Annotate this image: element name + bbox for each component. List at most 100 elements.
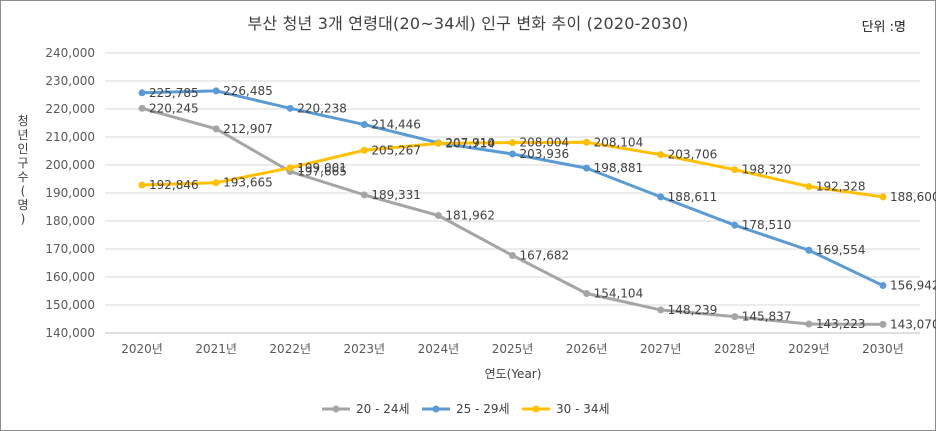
data-point — [212, 179, 220, 187]
data-label: 208,104 — [594, 135, 644, 149]
data-label: 143,070 — [890, 317, 936, 331]
x-tick-label: 2027년 — [640, 342, 682, 356]
y-tick-label: 160,000 — [45, 270, 95, 284]
data-label: 226,485 — [223, 84, 273, 98]
data-point — [434, 139, 442, 147]
data-label: 193,665 — [223, 176, 273, 190]
data-label: 207,714 — [445, 136, 495, 150]
data-point — [583, 138, 591, 146]
data-label: 203,936 — [520, 147, 570, 161]
legend-marker — [532, 405, 540, 413]
data-label: 208,004 — [520, 136, 570, 150]
data-point — [805, 182, 813, 190]
data-point — [657, 193, 665, 201]
data-label: 148,239 — [668, 303, 718, 317]
x-axis-ticks: 2020년 2021년 2022년 2023년 2024년 2025년 2026년 2027년… — [121, 342, 904, 356]
data-label: 192,328 — [816, 179, 866, 193]
x-tick-label: 2022년 — [269, 342, 311, 356]
x-tick-label: 2021년 — [195, 342, 237, 356]
data-label: 198,881 — [594, 161, 644, 175]
y-tick-label: 140,000 — [45, 326, 95, 340]
data-label: 212,907 — [223, 122, 273, 136]
data-label: 143,223 — [816, 317, 866, 331]
data-point — [509, 150, 516, 158]
data-point — [286, 104, 294, 112]
legend-marker — [432, 405, 440, 413]
x-tick-label: 2026년 — [566, 342, 608, 356]
gridlines — [105, 52, 920, 334]
data-label: 197,665 — [297, 165, 347, 179]
data-point — [805, 246, 813, 254]
y-tick-label: 150,000 — [45, 298, 95, 312]
x-tick-label: 2029년 — [788, 342, 830, 356]
x-tick-label: 2028년 — [714, 342, 756, 356]
y-tick-label: 200,000 — [45, 158, 95, 172]
data-label: 181,962 — [445, 209, 495, 223]
data-point — [360, 146, 368, 154]
x-axis-label: 연도(Year) — [485, 367, 542, 381]
legend-label: 20 - 24세 — [356, 402, 410, 416]
data-label: 188,600 — [890, 190, 936, 204]
data-label: 145,837 — [742, 310, 792, 324]
data-point — [583, 290, 591, 298]
data-label: 203,706 — [668, 148, 718, 162]
data-point — [731, 221, 739, 229]
x-tick-label: 2030년 — [862, 342, 904, 356]
data-label: 198,320 — [742, 163, 792, 177]
legend-label: 30 - 34세 — [556, 402, 610, 416]
data-point — [731, 313, 739, 321]
y-axis-ticks: 140,000 150,000 160,000 170,000 180,000 190,0… — [45, 46, 95, 340]
legend-marker — [332, 405, 340, 413]
data-point — [657, 151, 665, 159]
data-point — [879, 282, 887, 290]
data-label: 199,001 — [297, 161, 347, 175]
data-label: 189,331 — [371, 188, 421, 202]
x-tick-label: 2023년 — [344, 342, 386, 356]
data-point — [212, 87, 220, 95]
data-label: 220,238 — [297, 101, 347, 115]
data-point — [509, 139, 516, 147]
unit-label: 단위 :명 — [861, 20, 906, 35]
data-label: 178,510 — [742, 218, 792, 232]
data-point — [879, 320, 887, 328]
data-label: 205,267 — [371, 143, 421, 157]
data-point — [286, 164, 294, 172]
data-point — [731, 166, 739, 174]
chart-title: 부산 청년 3개 연령대(20~34세) 인구 변화 추이 (2020-2030… — [247, 14, 689, 33]
data-labels: 220,245 212,907 197,665 189,331 181,962 167,6… — [149, 84, 936, 332]
y-tick-label: 210,000 — [45, 130, 95, 144]
y-tick-label: 190,000 — [45, 186, 95, 200]
y-tick-label: 230,000 — [45, 74, 95, 88]
x-tick-label: 2020년 — [121, 342, 163, 356]
data-point — [138, 181, 146, 189]
y-tick-label: 220,000 — [45, 102, 95, 116]
data-point — [583, 164, 591, 172]
data-point — [434, 212, 442, 220]
series-layer — [138, 87, 887, 328]
data-label: 207,910 — [445, 136, 495, 150]
data-label: 220,245 — [149, 101, 199, 115]
y-axis-label: 청 년 인 구 수(명) — [17, 114, 28, 226]
data-point — [138, 104, 146, 112]
data-point — [509, 251, 516, 259]
legend-label: 25 - 29세 — [456, 402, 510, 416]
data-point — [657, 306, 665, 314]
data-point — [360, 191, 368, 199]
data-label: 167,682 — [520, 248, 570, 262]
x-tick-label: 2024년 — [418, 342, 460, 356]
data-label: 188,611 — [668, 190, 718, 204]
data-label: 169,554 — [816, 243, 866, 257]
y-tick-label: 180,000 — [45, 214, 95, 228]
x-tick-label: 2025년 — [492, 342, 534, 356]
data-point — [879, 193, 887, 201]
data-label: 154,104 — [594, 287, 644, 301]
y-tick-label: 240,000 — [45, 46, 95, 60]
y-tick-label: 170,000 — [45, 242, 95, 256]
data-point — [212, 125, 220, 133]
data-point — [138, 89, 146, 97]
data-label: 214,446 — [371, 118, 421, 132]
legend: 20 - 24세 25 - 29세 30 - 34세 — [322, 402, 610, 416]
data-label: 156,942 — [890, 279, 936, 293]
